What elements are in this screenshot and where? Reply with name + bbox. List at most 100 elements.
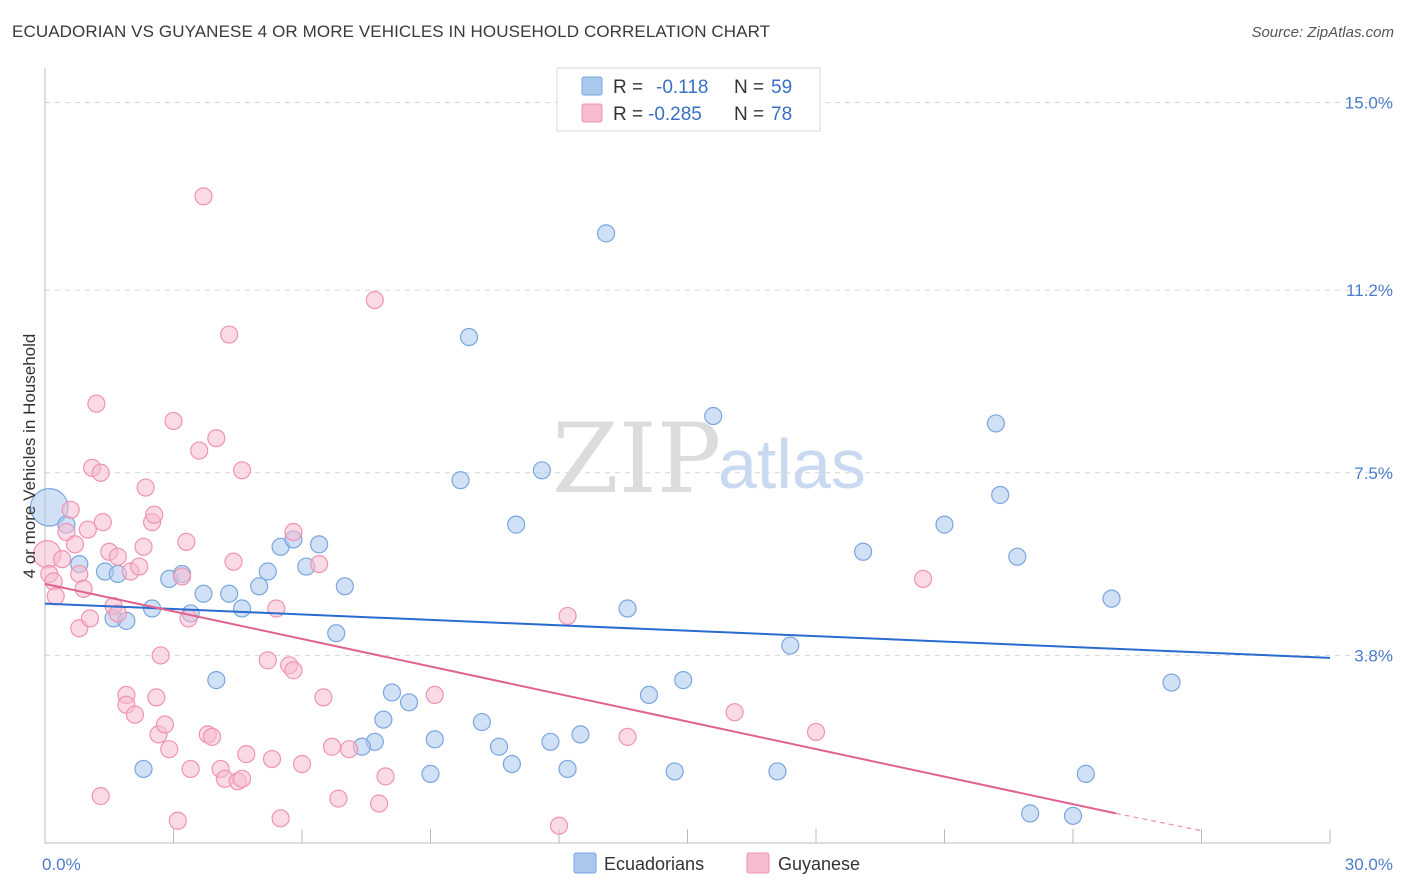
ecuadorian-point-25 [399,693,419,712]
ecuadorian-point-34 [502,754,521,774]
ecuadorian-point-35 [507,515,526,534]
guyanese-point-60 [284,522,303,542]
ecuadorian-point-33 [489,737,509,756]
guyanese-point-30 [147,688,166,707]
ecuadorian-point-39 [571,725,590,744]
ecuadorian-point-31 [459,327,479,347]
legend-guyanese-label: Guyanese [778,854,860,874]
ecuadorian-point-47 [768,762,787,781]
trend-lines [44,582,1331,832]
ecuadorian-point-48 [781,636,800,655]
ecuadorian-point-50 [935,515,954,534]
ecuadorian-point-54 [1021,804,1040,823]
guyanese-point-51 [232,769,252,788]
guyanese-point-6 [61,500,80,519]
y-tick-label-0: 3.8% [1354,646,1393,665]
guyanese-point-59 [284,661,303,680]
ecuadorian-point-51 [986,414,1006,433]
guyanese-point-20 [108,604,127,623]
guyanese-point-69 [376,767,395,786]
guyanese-point-76 [913,569,933,589]
ecuadorian-point-37 [541,732,560,751]
guyanese-point-63 [314,688,333,707]
guyanese-point-61 [292,754,312,774]
guyanese-point-23 [125,705,145,724]
ecuadorian-point-42 [639,685,659,705]
guyanese-point-3 [46,587,65,606]
ecuadorians-swatch [581,76,603,96]
guyanese-point-44 [202,727,222,746]
y-tick-labels: 3.8% 7.5% 11.2% 15.0% [1345,94,1393,666]
guyanese-point-41 [190,441,209,460]
ecuadorian-point-49 [854,542,873,561]
ecuadorian-point-57 [1102,589,1121,608]
guyanese-point-36 [168,811,187,830]
guyanese-point-55 [262,749,282,769]
guyanese-point-53 [237,745,256,764]
guyanese-point-15 [91,463,110,482]
guyanese-point-35 [164,411,183,431]
ecuadorian-point-19 [310,535,329,554]
ecuadorian-point-56 [1076,764,1095,783]
guyanese-point-49 [224,552,243,571]
guyanese-point-72 [558,606,577,626]
guyanese-point-66 [340,740,359,759]
ecuadorian-point-29 [425,730,444,749]
chart-title: ECUADORIAN VS GUYANESE 4 OR MORE VEHICLE… [12,22,771,41]
guyanese-point-77 [91,787,110,806]
source-label: Source: ZipAtlas.com [1251,24,1394,41]
legend-n-value-2: 78 [771,104,792,125]
guyanese-point-70 [425,685,444,705]
x-tick-label-1: 30.0% [1345,855,1393,874]
y-axis-title: 4 or more Vehicles in Household [20,334,39,579]
grid-lines [45,102,1392,656]
guyanese-point-33 [155,715,175,734]
legend-r-value-2: -0.285 [648,104,702,125]
guyanese-swatch [581,103,603,123]
guyanese-point-40 [181,759,200,779]
guyanese-point-64 [322,737,342,756]
guyanese-point-16 [93,513,112,532]
guyanese-point-37 [172,567,192,586]
ecuadorian-point-52 [991,485,1010,505]
ecuadorian-point-58 [1162,673,1181,692]
guyanese-point-14 [87,394,106,413]
stats-legend: R = -0.118 N = 59 R = -0.285 N = 78 [556,67,821,132]
ecuadorian-point-30 [451,471,470,490]
x-tick-labels: 0.0% 30.0% [42,855,1393,874]
guyanese-point-9 [74,579,93,598]
ecuadorian-point-26 [374,710,393,729]
guyanese-point-32 [151,646,170,665]
series-legend: Ecuadorians Guyanese [573,852,860,874]
guyanese-point-52 [232,461,252,480]
guyanese-point-5 [57,522,76,542]
ecuadorian-point-23 [134,759,153,779]
x-tick-label-0: 0.0% [42,855,81,874]
guyanese-point-38 [177,532,196,551]
y-tick-label-1: 7.5% [1354,464,1393,483]
guyanese-point-29 [145,505,164,524]
guyanese-point-19 [108,547,127,566]
ecuadorian-point-44 [674,671,693,690]
guyanese-point-27 [136,478,155,497]
y-tick-label-2: 11.2% [1346,281,1393,300]
legend-n-value-1: 59 [771,77,792,98]
ecuadorian-point-55 [1063,806,1083,825]
legend-r-label-2: R = [613,104,643,125]
ecuadorian-point-36 [532,461,551,480]
legend-ecuadorians-swatch [573,852,597,874]
guyanese-point-12 [80,609,100,628]
legend-ecuadorians-label: Ecuadorians [604,854,704,874]
data-points [29,187,1181,835]
ecuadorian-point-32 [472,712,491,732]
ecuadorian-point-24 [382,683,402,702]
ecuadorian-point-15 [258,562,277,581]
guyanese-point-45 [207,429,226,448]
watermark: ZIP atlas [552,403,866,515]
guyanese-point-73 [618,727,637,746]
ecuadorian-point-13 [232,599,252,618]
guyanese-point-68 [370,794,389,813]
ecuadorians-trend-line [44,602,1331,659]
guyanese-point-62 [310,554,329,574]
